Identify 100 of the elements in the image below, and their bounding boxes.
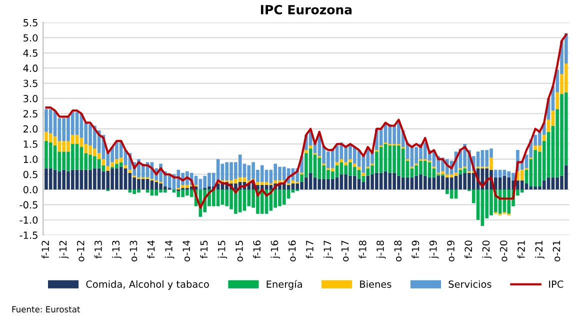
bar: [401, 177, 405, 190]
bar: [106, 170, 110, 190]
bar: [128, 190, 132, 193]
y-tick-label: 3.0: [24, 94, 38, 102]
bar: [238, 154, 242, 178]
bar: [428, 162, 432, 178]
bar: [542, 134, 546, 141]
bar: [318, 158, 322, 179]
bar: [472, 172, 476, 190]
bar: [146, 190, 150, 193]
x-tick-label: f-15: [200, 240, 208, 258]
bar: [450, 174, 454, 178]
x-tick-label: j-15: [218, 240, 228, 259]
y-tick-label: 0.5: [23, 170, 38, 178]
bar: [340, 159, 344, 162]
y-tick-label: 2.5: [24, 110, 38, 118]
bar: [176, 191, 180, 198]
y-tick-label: -1.0: [20, 216, 38, 224]
x-tick-label: j-18: [376, 240, 386, 259]
bar: [308, 146, 312, 149]
bar: [388, 172, 392, 190]
bar: [70, 144, 74, 170]
y-tick-label: 4.5: [23, 50, 38, 57]
bar: [330, 168, 334, 172]
bar: [529, 186, 533, 190]
bar: [450, 177, 454, 190]
bar: [507, 171, 511, 178]
bar: [225, 162, 229, 180]
y-tick-label: 1.5: [24, 140, 38, 148]
legend-label: Bienes: [360, 280, 392, 288]
y-tick-label: -1.5: [20, 232, 38, 239]
bar: [344, 162, 348, 166]
legend-label: Comida, Alcohol y tabaco: [86, 280, 209, 290]
x-tick-label: j-21: [535, 240, 544, 259]
bar: [260, 182, 264, 185]
bar: [102, 171, 106, 190]
bar: [286, 184, 290, 190]
bar: [296, 183, 300, 190]
bar: [225, 190, 229, 206]
bar: [450, 190, 454, 199]
bar: [154, 182, 158, 190]
bar: [335, 162, 339, 166]
bar: [401, 148, 405, 178]
y-tick-label: 3.5: [24, 80, 38, 88]
source-note: Fuente: Eurostat: [12, 306, 80, 312]
bar: [291, 180, 295, 184]
bar: [340, 162, 344, 174]
bar: [384, 144, 388, 172]
bar: [75, 134, 79, 144]
bar: [216, 190, 220, 206]
x-tick-label: o-15: [236, 240, 243, 262]
x-tick-label: o-17: [341, 240, 349, 262]
bar: [242, 177, 246, 182]
bar: [97, 159, 101, 168]
bar: [348, 159, 352, 162]
bar: [119, 166, 123, 190]
bar: [357, 178, 361, 190]
bar: [520, 180, 524, 190]
bar: [494, 170, 498, 178]
bar: [384, 171, 388, 190]
x-tick-label: f-17: [306, 240, 314, 258]
bar: [542, 180, 546, 190]
bar: [247, 165, 251, 180]
bar: [128, 170, 132, 173]
y-tick-label: 4.0: [23, 64, 38, 72]
bar: [520, 190, 524, 193]
bar: [291, 183, 295, 190]
bar: [75, 112, 79, 135]
bar: [318, 178, 322, 190]
x-tick-label: o-19: [447, 240, 454, 262]
x-tick-label: o-13: [130, 240, 138, 262]
bar: [172, 190, 176, 193]
bar: [53, 170, 57, 190]
x-tick-label: j-20: [482, 240, 492, 259]
x-tick-label: o-18: [394, 240, 402, 262]
y-tick-label: -0.5: [20, 201, 38, 209]
bar: [264, 182, 268, 185]
bar: [357, 170, 361, 179]
x-tick-label: o-16: [288, 240, 296, 262]
bar: [458, 170, 462, 174]
x-tick-label: o-20: [500, 240, 508, 262]
bar: [242, 190, 246, 211]
bar: [353, 164, 356, 167]
bar: [150, 190, 154, 196]
x-tick-label: o-12: [76, 240, 84, 262]
bar: [154, 190, 158, 196]
x-tick-label: o-21: [552, 240, 560, 262]
bar: [507, 190, 511, 214]
y-tick-label: 0.0: [23, 186, 38, 194]
legend-label: Servicios: [448, 280, 492, 288]
bar: [128, 172, 132, 190]
bar: [458, 174, 462, 190]
x-tick-label: j-14: [164, 240, 174, 259]
x-tick-label: j-12: [59, 240, 69, 259]
line-series: [45, 34, 568, 209]
bar: [80, 147, 84, 170]
bar: [198, 178, 202, 190]
bar: [75, 144, 79, 170]
bar: [454, 176, 458, 190]
bar: [75, 170, 79, 190]
